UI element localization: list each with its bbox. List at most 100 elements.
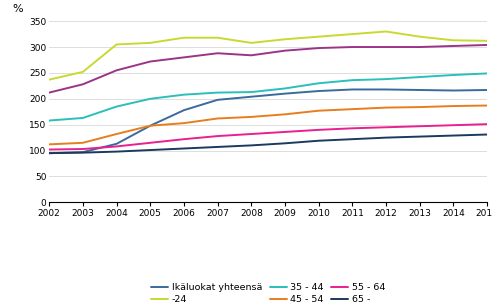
55 - 64 [316,128,322,132]
55 - 64 [282,130,288,134]
25 - 34 [147,60,153,63]
65 - [417,135,423,138]
25 - 34 [383,45,389,49]
65 - [215,145,220,149]
-24 [282,37,288,41]
25 - 34 [349,45,355,49]
25 - 34 [114,69,120,72]
65 - [316,139,322,143]
65 - [181,147,187,150]
35 - 44 [383,77,389,81]
25 - 34 [181,56,187,59]
Ikäluokat yhteensä [417,88,423,92]
Ikäluokat yhteensä [114,142,120,146]
45 - 54 [484,104,490,107]
35 - 44 [46,119,52,122]
35 - 44 [147,97,153,101]
45 - 54 [349,107,355,111]
Ikäluokat yhteensä [349,88,355,91]
55 - 64 [80,147,86,151]
45 - 54 [114,132,120,136]
Legend: Ikäluokat yhteensä, -24, 25 - 34, 35 - 44, 45 - 54, 55 - 64, 65 -: Ikäluokat yhteensä, -24, 25 - 34, 35 - 4… [151,283,386,302]
55 - 64 [215,134,220,138]
45 - 54 [282,113,288,116]
55 - 64 [248,132,254,136]
35 - 44 [181,93,187,96]
55 - 64 [417,124,423,128]
65 - [484,133,490,136]
25 - 34 [484,43,490,47]
-24 [383,30,389,33]
65 - [147,148,153,152]
Ikäluokat yhteensä [80,150,86,154]
65 - [349,137,355,141]
55 - 64 [46,148,52,151]
-24 [417,35,423,38]
65 - [282,142,288,145]
25 - 34 [46,91,52,95]
25 - 34 [80,82,86,86]
45 - 54 [80,141,86,145]
35 - 44 [349,78,355,82]
35 - 44 [417,75,423,79]
45 - 54 [181,121,187,125]
45 - 54 [215,117,220,120]
Ikäluokat yhteensä [248,95,254,98]
55 - 64 [383,125,389,129]
-24 [484,39,490,43]
25 - 34 [451,44,457,48]
45 - 54 [383,106,389,109]
-24 [46,78,52,82]
Line: 25 - 34: 25 - 34 [49,45,487,93]
-24 [316,35,322,38]
65 - [114,150,120,153]
Text: %: % [12,4,23,14]
35 - 44 [282,87,288,90]
-24 [349,32,355,36]
55 - 64 [349,127,355,130]
45 - 54 [147,124,153,127]
Line: 35 - 44: 35 - 44 [49,73,487,120]
Ikäluokat yhteensä [316,89,322,93]
45 - 54 [248,115,254,119]
25 - 34 [215,51,220,55]
-24 [248,41,254,45]
Ikäluokat yhteensä [451,89,457,92]
Line: -24: -24 [49,31,487,80]
35 - 44 [484,72,490,75]
Line: 45 - 54: 45 - 54 [49,105,487,144]
55 - 64 [181,137,187,141]
35 - 44 [215,91,220,95]
-24 [451,38,457,42]
35 - 44 [248,90,254,94]
55 - 64 [484,122,490,126]
25 - 34 [316,46,322,50]
35 - 44 [80,116,86,120]
-24 [215,36,220,40]
Ikäluokat yhteensä [46,151,52,155]
65 - [248,143,254,147]
-24 [181,36,187,40]
Ikäluokat yhteensä [181,108,187,112]
Line: Ikäluokat yhteensä: Ikäluokat yhteensä [49,89,487,153]
Ikäluokat yhteensä [215,98,220,102]
Ikäluokat yhteensä [484,88,490,92]
45 - 54 [46,143,52,146]
35 - 44 [316,82,322,85]
35 - 44 [451,73,457,77]
-24 [80,70,86,74]
45 - 54 [451,104,457,108]
Ikäluokat yhteensä [282,92,288,95]
Line: 55 - 64: 55 - 64 [49,124,487,149]
-24 [114,43,120,46]
-24 [147,41,153,45]
Ikäluokat yhteensä [383,88,389,91]
25 - 34 [282,49,288,53]
Line: 65 -: 65 - [49,134,487,153]
45 - 54 [316,109,322,113]
Ikäluokat yhteensä [147,124,153,127]
25 - 34 [417,45,423,49]
55 - 64 [147,141,153,145]
65 - [80,151,86,154]
35 - 44 [114,105,120,108]
